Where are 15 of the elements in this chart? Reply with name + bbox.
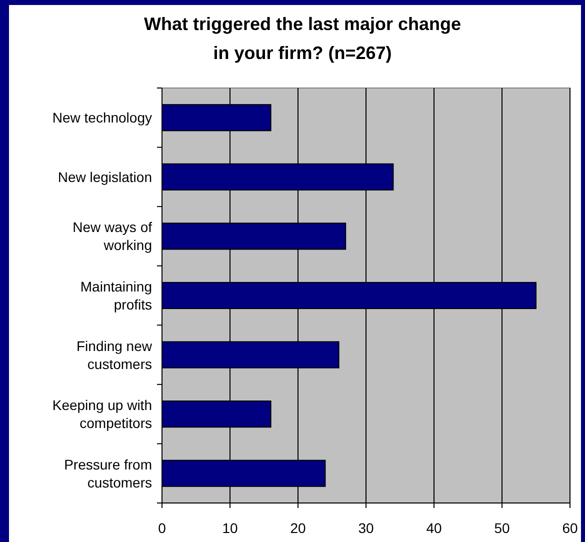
y-tick-label: New ways of working — [72, 219, 152, 254]
y-tick-label: Maintaining profits — [80, 278, 152, 312]
x-tick-label: 20 — [290, 520, 306, 536]
x-tick-label: 0 — [158, 520, 166, 536]
y-tick-label: New technology — [52, 110, 152, 126]
y-tick-label: Finding new customers — [76, 338, 153, 372]
y-tick-label: Keeping up with competitors — [52, 397, 152, 432]
y-tick-label: Pressure from customers — [64, 456, 152, 490]
x-tick-label: 60 — [562, 520, 578, 536]
x-tick-label: 30 — [358, 520, 374, 536]
x-tick-label: 50 — [494, 520, 510, 536]
y-tick-label: New legislation — [58, 168, 152, 185]
x-tick-label: 40 — [426, 520, 442, 536]
chart-title: What triggered the last major change in your firm? (n=267) — [144, 14, 462, 63]
x-tick-label: 10 — [222, 520, 238, 536]
